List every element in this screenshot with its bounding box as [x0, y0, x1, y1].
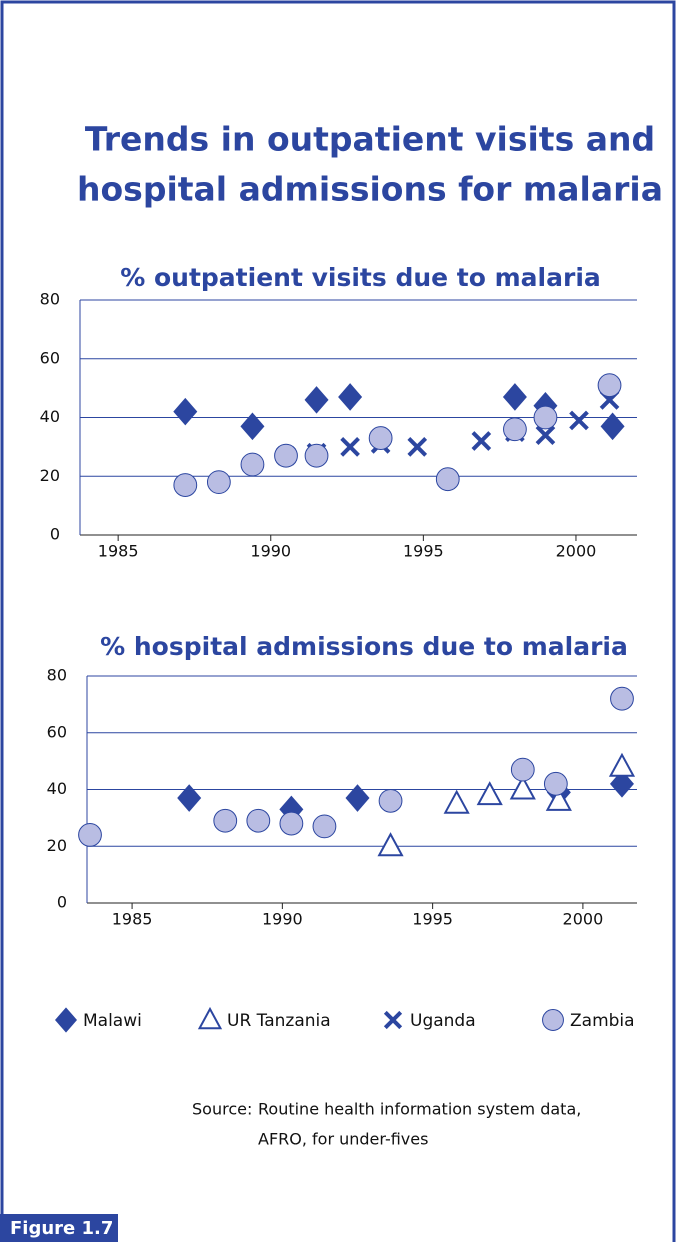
- legend-marker: [55, 1007, 77, 1033]
- marker-circle: [312, 814, 337, 839]
- marker-circle: [435, 467, 460, 492]
- marker-circle: [173, 473, 198, 497]
- legend-marker: [542, 1009, 564, 1031]
- marker-diamond: [177, 784, 202, 812]
- y-tick-label: 40: [40, 407, 60, 426]
- marker-diamond: [304, 386, 329, 414]
- marker-diamond: [338, 383, 363, 411]
- title: hospital admissions for malaria: [77, 170, 663, 209]
- legend-label: Malawi: [83, 1011, 142, 1031]
- marker-circle: [279, 811, 304, 836]
- marker-triangle: [509, 775, 536, 800]
- source: Routine health information system data,: [258, 1100, 581, 1119]
- y-tick-label: 80: [47, 666, 67, 685]
- title: Trends in outpatient visits and: [85, 120, 655, 159]
- y-tick-label: 80: [40, 290, 60, 309]
- marker-triangle: [608, 752, 636, 777]
- source-label: Source:: [192, 1100, 252, 1119]
- marker-circle: [206, 470, 231, 495]
- marker-circle: [610, 686, 634, 711]
- legend-label: Uganda: [410, 1011, 476, 1031]
- marker-circle: [543, 771, 568, 796]
- marker-x: [471, 431, 492, 451]
- marker-circle: [246, 808, 271, 833]
- marker-x: [535, 425, 556, 445]
- x-tick-label: 1995: [403, 542, 444, 561]
- marker-diamond: [173, 397, 198, 426]
- marker-x: [407, 437, 428, 457]
- y-tick-label: 60: [47, 722, 67, 741]
- figure-label-box: [0, 1214, 118, 1242]
- marker-circle: [510, 757, 535, 782]
- marker-circle: [533, 405, 558, 430]
- x-tick-label: 1990: [250, 542, 291, 561]
- marker-diamond: [600, 412, 625, 441]
- marker-circle: [503, 417, 527, 442]
- marker-circle: [304, 443, 329, 468]
- marker-circle: [368, 426, 393, 450]
- marker-triangle: [476, 781, 503, 806]
- legend-marker: [197, 1006, 223, 1030]
- x-tick-label: 2000: [556, 542, 597, 561]
- x-tick-label: 1990: [262, 910, 303, 929]
- marker-x: [340, 437, 360, 457]
- marker-triangle: [443, 789, 470, 814]
- y-tick-label: 60: [40, 348, 60, 367]
- source: AFRO, for under-fives: [258, 1130, 428, 1149]
- marker-diamond: [502, 383, 527, 411]
- x-tick-label: 1995: [412, 910, 453, 929]
- y-tick-label: 20: [47, 836, 67, 855]
- marker-diamond: [345, 784, 370, 812]
- y-tick-label: 0: [50, 525, 60, 544]
- legend-label: UR Tanzania: [227, 1011, 331, 1031]
- marker-triangle: [377, 832, 404, 857]
- y-tick-label: 0: [57, 893, 67, 912]
- marker-circle: [378, 788, 403, 813]
- marker-diamond: [240, 412, 265, 441]
- marker-x: [569, 410, 589, 431]
- marker-diamond: [609, 770, 634, 798]
- y-tick-label: 20: [40, 466, 60, 485]
- x-tick-label: 1985: [98, 542, 139, 561]
- chart-title: % hospital admissions due to malaria: [100, 632, 628, 661]
- legend-label: Zambia: [570, 1011, 635, 1031]
- marker-triangle: [545, 786, 572, 811]
- x-tick-label: 1985: [112, 910, 153, 929]
- marker-circle: [213, 808, 238, 833]
- chart-title: % outpatient visits due to malaria: [120, 263, 601, 292]
- marker-circle: [78, 823, 102, 847]
- legend-marker: [383, 1010, 403, 1030]
- marker-circle: [240, 452, 265, 477]
- figure-label: Figure 1.7: [10, 1218, 113, 1239]
- x-tick-label: 2000: [563, 910, 604, 929]
- y-tick-label: 40: [47, 779, 67, 798]
- marker-circle: [274, 443, 298, 468]
- marker-circle: [597, 373, 622, 398]
